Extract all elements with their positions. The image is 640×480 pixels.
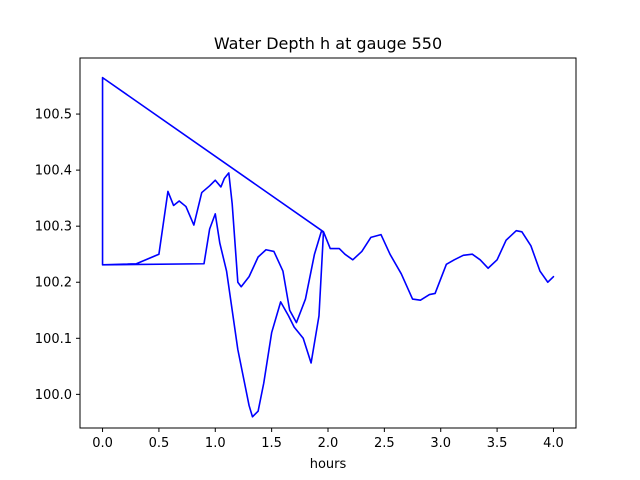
x-axis: 0.0 0.5 1.0 1.5 2.0 2.5 3.0 3.5 4.0 bbox=[92, 428, 564, 451]
y-tick-label: 100.1 bbox=[35, 332, 72, 347]
x-tick-label: 0.0 bbox=[92, 436, 113, 451]
x-tick-label: 0.5 bbox=[149, 436, 170, 451]
y-tick-label: 100.0 bbox=[35, 388, 72, 403]
series-line bbox=[101, 76, 555, 418]
plot-area bbox=[101, 76, 555, 418]
chart-title: Water Depth h at gauge 550 bbox=[214, 34, 442, 53]
x-axis-label: hours bbox=[310, 457, 347, 472]
axes-frame bbox=[79, 57, 577, 429]
y-tick-label: 100.4 bbox=[35, 164, 72, 179]
x-tick-label: 2.5 bbox=[374, 436, 395, 451]
y-tick-label: 100.2 bbox=[35, 276, 72, 291]
x-tick-label: 1.5 bbox=[261, 436, 282, 451]
x-tick-label: 2.0 bbox=[318, 436, 339, 451]
y-tick-label: 100.3 bbox=[35, 220, 72, 235]
y-tick-label: 100.5 bbox=[35, 108, 72, 123]
x-tick-label: 3.0 bbox=[430, 436, 451, 451]
y-axis: 100.0 100.1 100.2 100.3 100.4 100.5 bbox=[35, 108, 80, 403]
x-tick-label: 3.5 bbox=[487, 436, 508, 451]
x-tick-label: 1.0 bbox=[205, 436, 226, 451]
x-tick-label: 4.0 bbox=[543, 436, 564, 451]
